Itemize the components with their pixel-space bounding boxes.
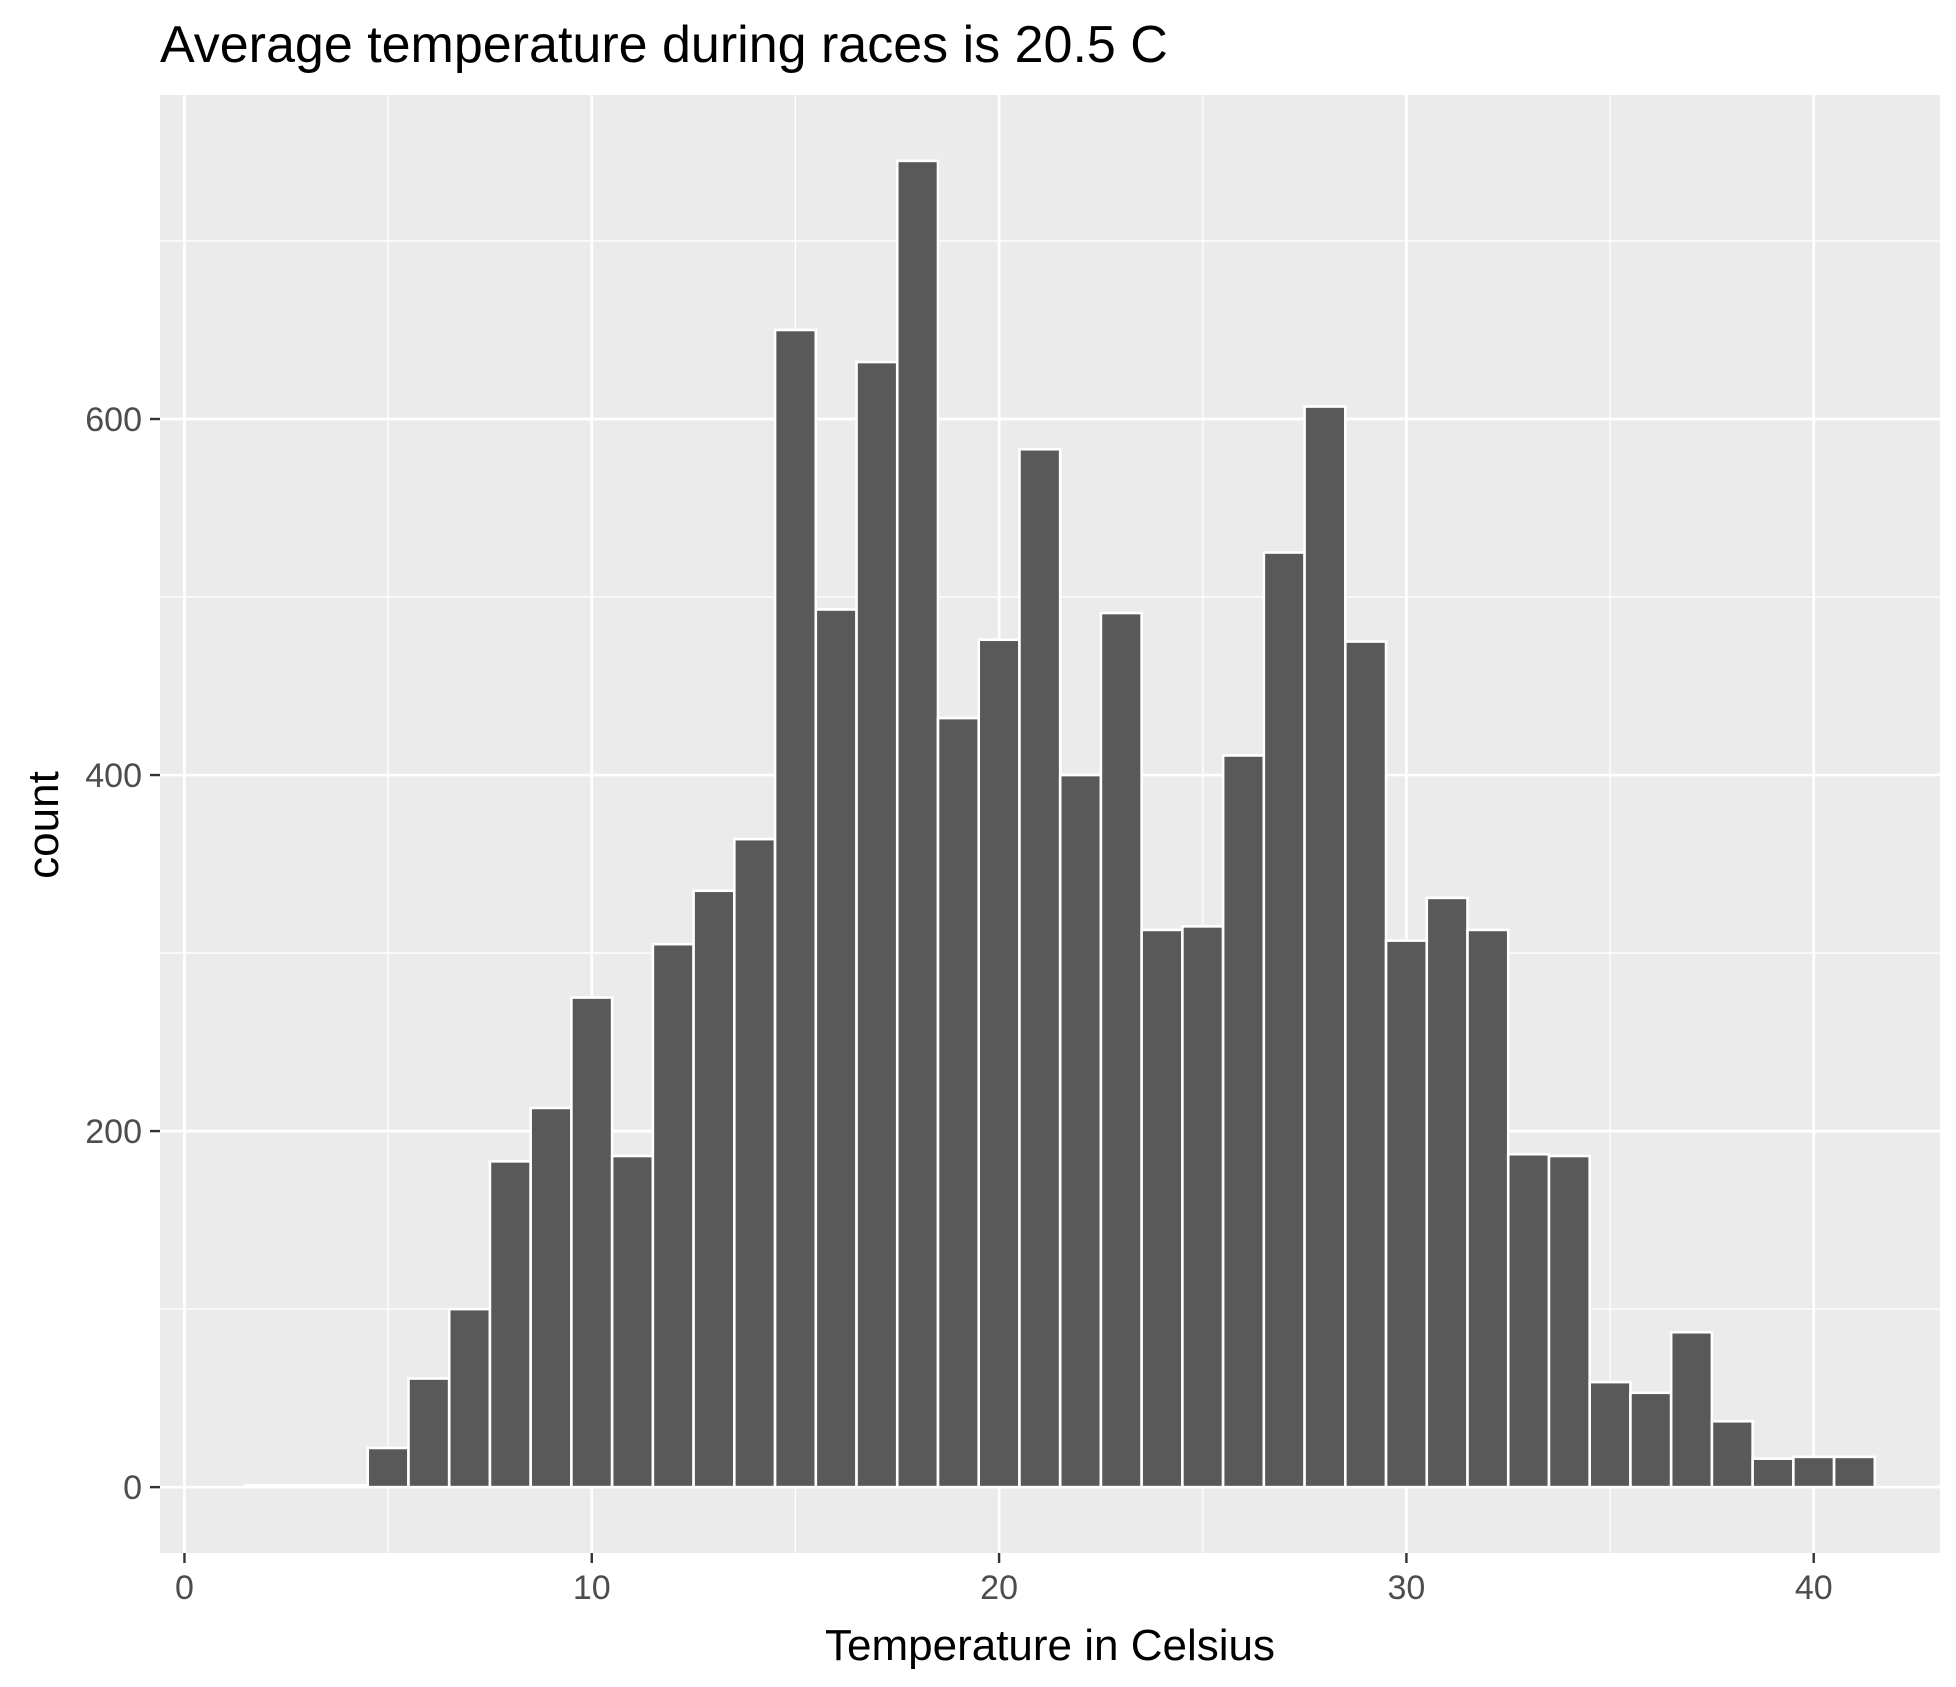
histogram-bars — [244, 159, 1877, 1489]
histogram-bar — [407, 1377, 451, 1489]
x-axis: 0 10 20 30 40 — [175, 1553, 1833, 1607]
y-axis-title: count — [19, 771, 68, 879]
histogram-bar — [1018, 447, 1062, 1489]
y-tick-label: 0 — [123, 1469, 142, 1507]
histogram-bar — [366, 1446, 410, 1489]
histogram-bar — [1058, 773, 1103, 1489]
histogram-bar — [651, 942, 695, 1489]
histogram-bar — [325, 1484, 370, 1489]
histogram-bar — [895, 159, 940, 1489]
y-axis: 0 200 400 600 — [85, 401, 160, 1507]
histogram-bar — [1547, 1154, 1592, 1489]
x-axis-title: Temperature in Celsius — [825, 1621, 1275, 1670]
x-tick-label: 40 — [1795, 1569, 1833, 1607]
histogram-bar — [1099, 611, 1143, 1489]
histogram-bar — [1629, 1391, 1673, 1489]
histogram-bar — [529, 1106, 573, 1489]
x-tick-label: 20 — [980, 1569, 1018, 1607]
histogram-bar — [488, 1160, 532, 1489]
histogram-bar — [1588, 1380, 1632, 1489]
histogram-bar — [977, 638, 1021, 1489]
histogram-bar — [244, 1484, 288, 1489]
histogram-bar — [1181, 925, 1225, 1489]
y-tick-label: 600 — [85, 401, 142, 439]
x-tick-label: 0 — [175, 1569, 194, 1607]
histogram-bar — [1384, 939, 1429, 1489]
histogram-bar — [855, 360, 899, 1489]
histogram-bar — [692, 889, 736, 1489]
histogram-bar — [1303, 405, 1347, 1489]
histogram-bar — [1344, 640, 1388, 1489]
histogram-bar — [1506, 1152, 1551, 1489]
histogram-bar — [1710, 1419, 1754, 1489]
histogram-bar — [1832, 1455, 1877, 1489]
chart-title: Average temperature during races is 20.5… — [160, 16, 1168, 74]
x-tick-label: 30 — [1387, 1569, 1425, 1607]
histogram-bar — [1669, 1330, 1714, 1489]
histogram-bar — [936, 716, 981, 1489]
histogram-bar — [1140, 928, 1184, 1489]
histogram-bar — [733, 837, 777, 1489]
y-tick-label: 400 — [85, 757, 142, 795]
histogram-bar — [610, 1154, 655, 1489]
y-tick-label: 200 — [85, 1113, 142, 1151]
histogram-bar — [814, 608, 858, 1489]
histogram-bar — [773, 328, 818, 1489]
histogram-bar — [1425, 896, 1469, 1489]
histogram-bar — [1792, 1455, 1836, 1489]
histogram-bar — [284, 1484, 329, 1489]
histogram-bar — [1751, 1457, 1795, 1489]
histogram-bar — [447, 1307, 492, 1489]
histogram-bar — [1262, 551, 1306, 1489]
x-tick-label: 10 — [573, 1569, 611, 1607]
histogram-bar — [570, 996, 614, 1489]
histogram-bar — [1221, 754, 1266, 1489]
histogram-bar — [1466, 928, 1510, 1489]
